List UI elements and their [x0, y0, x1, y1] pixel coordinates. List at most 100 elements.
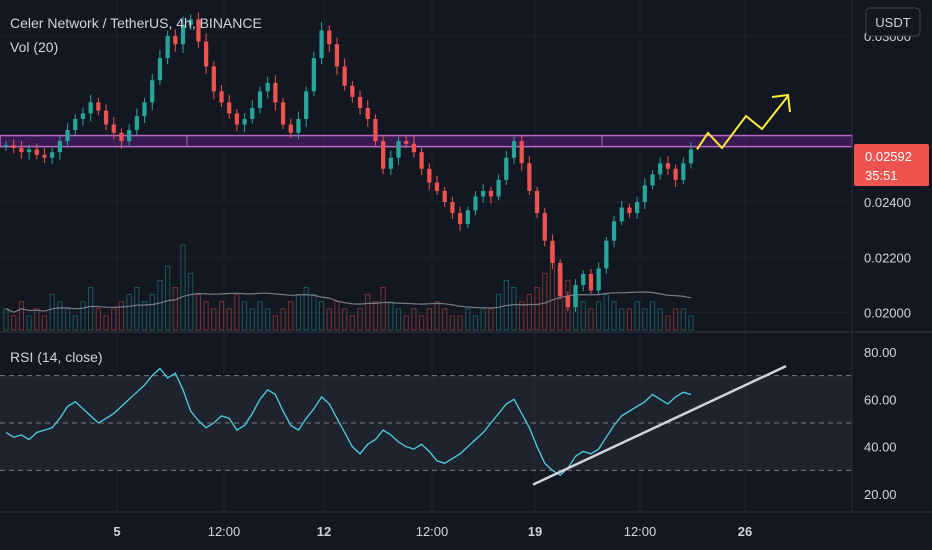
volume-bar [234, 294, 240, 331]
rsi-tick-label: 60.00 [864, 392, 897, 407]
candle-body [196, 19, 201, 42]
volume-bar [357, 308, 363, 331]
volume-bar [349, 315, 355, 331]
time-tick-label: 26 [738, 524, 752, 539]
candle-body [127, 130, 132, 142]
rsi-tick-label: 20.00 [864, 487, 897, 502]
currency-badge-frame [865, 7, 921, 37]
candle-body [157, 58, 163, 81]
volume-bar [688, 315, 694, 331]
volume-bar [172, 287, 178, 331]
last-price-background [854, 144, 929, 186]
volume-bar [326, 308, 332, 331]
volume-bar [203, 301, 209, 331]
volume-bar [288, 301, 294, 331]
time-tick-label: 12 [317, 524, 331, 539]
rsi-pane [0, 364, 852, 486]
candle-body [273, 83, 278, 103]
candle-body [334, 44, 340, 67]
volume-bar [134, 287, 140, 331]
candle-body [150, 80, 155, 103]
candle-body [596, 268, 601, 291]
volume-bar [11, 315, 17, 331]
volume-bar [388, 301, 394, 331]
volume-bar [241, 301, 248, 331]
volume-bar [165, 265, 171, 331]
candle-body [519, 141, 524, 164]
last-price-label: 0.02592 35:51 [854, 144, 929, 186]
candle-body [419, 152, 424, 169]
currency-badge[interactable]: USDT [865, 7, 921, 37]
candles [3, 12, 694, 313]
volume-bars [3, 244, 694, 331]
rsi-trendline[interactable] [532, 364, 787, 486]
rsi-tick-label: 40.00 [864, 440, 897, 455]
chart-title: Celer Network / TetherUS, 4h, BINANCE [10, 15, 262, 31]
candle-body [565, 296, 570, 308]
volume-bar [141, 301, 148, 331]
time-axis[interactable]: 5 12:00 12 12:00 19 12:00 26 [113, 524, 752, 539]
candle-body [103, 110, 109, 125]
candle-body [219, 91, 224, 103]
time-tick-label: 12:00 [624, 524, 657, 539]
candle-body [311, 58, 316, 92]
price-tick-label: 0.02000 [864, 306, 911, 321]
volume-bar [480, 308, 486, 331]
volume-bar [619, 308, 625, 331]
candle-body [473, 196, 478, 211]
volume-bar [95, 308, 101, 331]
candle-body [203, 41, 209, 67]
candle-body [96, 102, 101, 111]
currency-badge-label: USDT [875, 15, 910, 30]
candle-body [288, 124, 293, 133]
candle-body [11, 145, 16, 149]
volume-bar [303, 287, 309, 331]
candle-body [173, 35, 178, 45]
candle-body [404, 141, 409, 144]
candle-body [134, 116, 139, 131]
candle-body [257, 91, 263, 108]
volume-bar [3, 308, 9, 331]
volume-bar [218, 301, 225, 331]
volume-bar [588, 308, 594, 331]
candle-body [250, 107, 255, 119]
candle-body [558, 262, 563, 297]
rsi-axis[interactable]: 80.00 60.00 40.00 20.00 [864, 345, 897, 502]
projection-path[interactable] [696, 95, 789, 150]
volume-bar [488, 308, 494, 331]
volume-bar [257, 301, 263, 331]
volume-bar [534, 287, 540, 331]
volume-bar [88, 287, 94, 331]
candle-body [65, 130, 70, 142]
candle-body [465, 210, 470, 225]
volume-bar [211, 308, 217, 331]
volume-bar [126, 294, 132, 331]
volume-bar [318, 301, 325, 331]
projection-arrowhead [771, 93, 791, 113]
candle-body [242, 118, 247, 125]
candle-body [665, 163, 671, 169]
candle-body [234, 113, 240, 125]
countdown: 35:51 [865, 168, 898, 183]
candle-body [111, 124, 116, 133]
volume-bar [118, 301, 125, 331]
candle-body [373, 118, 378, 142]
candle-body [573, 284, 578, 308]
candle-body [627, 207, 632, 214]
candle-body [450, 201, 455, 214]
candle-body [681, 163, 686, 180]
volume-bar [64, 308, 71, 331]
volume-bar [180, 244, 186, 331]
candle-body [280, 102, 286, 125]
volume-bar [380, 287, 386, 331]
candle-body [511, 141, 517, 158]
volume-bar [311, 294, 317, 331]
candle-body [265, 83, 270, 92]
volume-bar [403, 315, 409, 331]
candle-body [396, 141, 401, 158]
candle-body [357, 96, 363, 108]
time-tick-label: 5 [113, 524, 120, 539]
candle-body [658, 163, 663, 175]
candle-body [19, 148, 24, 153]
volume-bar [365, 294, 371, 331]
